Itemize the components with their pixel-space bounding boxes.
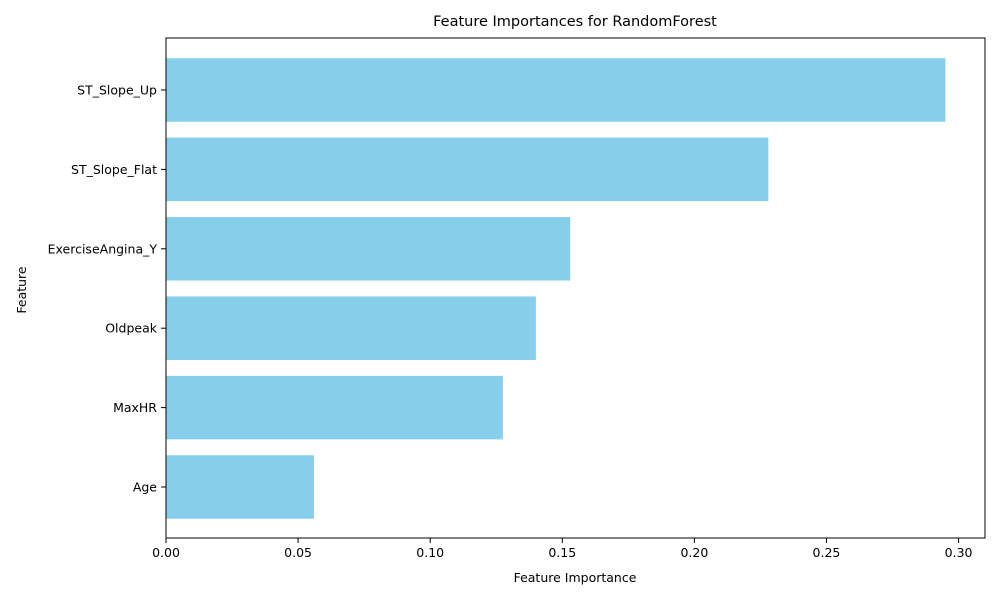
x-tick-label: 0.15: [548, 545, 576, 560]
chart-title: Feature Importances for RandomForest: [433, 14, 717, 30]
bar-oldpeak: [166, 296, 536, 360]
bar-age: [166, 455, 314, 519]
axes-frame: [165, 37, 986, 539]
plot-area-frame: [165, 37, 986, 539]
bars-group: [166, 58, 946, 519]
bar-exerciseangina-y: [166, 217, 571, 281]
y-tick-label-st-slope-flat: ST_Slope_Flat: [71, 162, 157, 177]
y-tick-label-oldpeak: Oldpeak: [105, 321, 158, 336]
y-tick-label-exerciseangina-y: ExerciseAngina_Y: [48, 241, 158, 256]
x-tick-label: 0.30: [945, 545, 973, 560]
x-axis-ticks: 0.00 0.05 0.10 0.15 0.20 0.25 0.30: [152, 538, 973, 560]
x-tick-label: 0.25: [813, 545, 841, 560]
y-tick-label-age: Age: [133, 480, 157, 495]
x-tick-label: 0.00: [152, 545, 180, 560]
x-tick-label: 0.20: [680, 545, 708, 560]
y-axis-ticks: Age MaxHR Oldpeak ExerciseAngina_Y ST_Slope_…: [48, 83, 166, 495]
x-tick-label: 0.05: [284, 545, 312, 560]
y-tick-label-maxhr: MaxHR: [113, 400, 157, 415]
bar-st-slope-up: [166, 58, 946, 122]
x-tick-label: 0.10: [416, 545, 444, 560]
x-axis-label: Feature Importance: [514, 570, 637, 585]
bar-st-slope-flat: [166, 137, 769, 202]
y-axis-label: Feature: [14, 266, 29, 314]
bar-maxhr: [166, 375, 503, 440]
y-tick-label-st-slope-up: ST_Slope_Up: [77, 83, 157, 98]
